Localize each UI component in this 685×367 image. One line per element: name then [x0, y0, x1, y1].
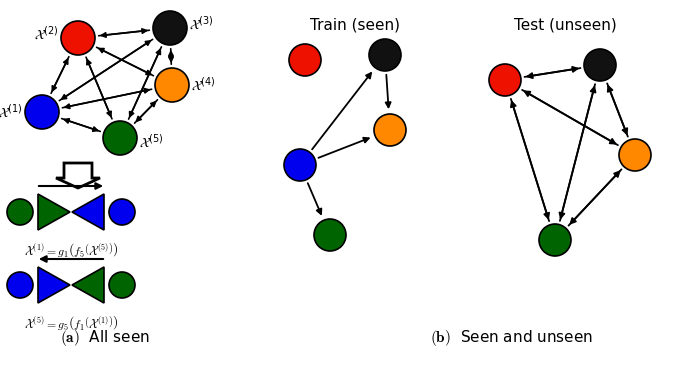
Polygon shape — [72, 194, 104, 230]
Text: $\mathbf{(a)}$  All seen: $\mathbf{(a)}$ All seen — [60, 328, 150, 348]
Text: $\mathcal{X}^{(5)}$: $\mathcal{X}^{(5)}$ — [139, 133, 164, 150]
Circle shape — [284, 149, 316, 181]
Text: $\mathcal{X}^{(1)} = g_1\left(f_5\left(\mathcal{X}^{(5)}\right)\right)$: $\mathcal{X}^{(1)} = g_1\left(f_5\left(\… — [24, 242, 119, 260]
Text: Train (seen): Train (seen) — [310, 18, 400, 33]
Circle shape — [584, 49, 616, 81]
Circle shape — [489, 64, 521, 96]
Text: $\mathcal{X}^{(5)} = g_5\left(f_1\left(\mathcal{X}^{(1)}\right)\right)$: $\mathcal{X}^{(5)} = g_5\left(f_1\left(\… — [24, 315, 119, 333]
Circle shape — [109, 199, 135, 225]
Circle shape — [619, 139, 651, 171]
Circle shape — [7, 272, 33, 298]
Text: Test (unseen): Test (unseen) — [514, 18, 616, 33]
Circle shape — [103, 121, 137, 155]
Polygon shape — [38, 194, 70, 230]
Polygon shape — [72, 267, 104, 303]
Circle shape — [7, 199, 33, 225]
Circle shape — [153, 11, 187, 45]
Polygon shape — [56, 163, 100, 188]
Polygon shape — [38, 267, 70, 303]
Circle shape — [109, 272, 135, 298]
Circle shape — [539, 224, 571, 256]
Circle shape — [369, 39, 401, 71]
Text: $\mathcal{X}^{(2)}$: $\mathcal{X}^{(2)}$ — [34, 25, 59, 43]
Text: $\mathcal{X}^{(3)}$: $\mathcal{X}^{(3)}$ — [189, 15, 214, 33]
Circle shape — [61, 21, 95, 55]
Text: $\mathcal{X}^{(4)}$: $\mathcal{X}^{(4)}$ — [191, 76, 216, 94]
Circle shape — [155, 68, 189, 102]
Circle shape — [289, 44, 321, 76]
Text: $\mathbf{(b)}$  Seen and unseen: $\mathbf{(b)}$ Seen and unseen — [430, 328, 593, 348]
Text: $\mathcal{X}^{(1)}$: $\mathcal{X}^{(1)}$ — [0, 103, 23, 121]
Circle shape — [374, 114, 406, 146]
Circle shape — [25, 95, 59, 129]
Circle shape — [314, 219, 346, 251]
